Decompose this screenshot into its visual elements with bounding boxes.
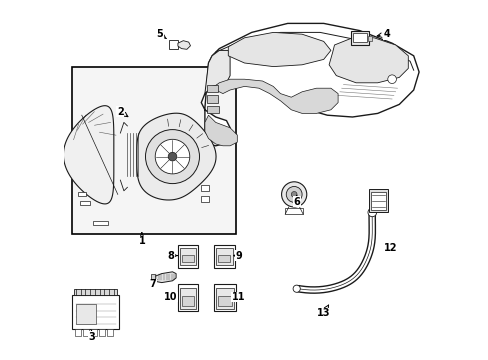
Polygon shape — [137, 113, 216, 200]
Circle shape — [367, 208, 376, 217]
Bar — [177, 245, 198, 268]
Bar — [179, 288, 196, 309]
Text: 9: 9 — [233, 251, 242, 261]
Bar — [93, 221, 107, 225]
Bar — [368, 189, 387, 212]
Text: 7: 7 — [149, 279, 157, 289]
Polygon shape — [212, 79, 337, 113]
Bar — [213, 245, 234, 268]
Text: 3: 3 — [88, 330, 95, 342]
Bar — [285, 208, 303, 214]
Bar — [74, 289, 117, 295]
Polygon shape — [228, 32, 330, 67]
Bar — [75, 329, 81, 336]
Bar — [206, 106, 219, 113]
Bar — [177, 284, 198, 311]
Circle shape — [155, 139, 189, 174]
Bar — [206, 85, 217, 92]
Bar — [201, 196, 208, 202]
Polygon shape — [152, 272, 176, 283]
Text: 4: 4 — [376, 29, 389, 39]
Text: 1: 1 — [138, 233, 145, 246]
Bar — [367, 36, 371, 41]
Text: 11: 11 — [231, 292, 244, 302]
Text: 2: 2 — [117, 107, 128, 117]
Bar — [216, 248, 232, 265]
Bar — [151, 274, 155, 282]
Bar — [99, 329, 105, 336]
Bar — [216, 288, 234, 309]
Text: 12: 12 — [383, 243, 396, 253]
Bar — [201, 185, 208, 191]
Text: 10: 10 — [163, 292, 177, 302]
Circle shape — [292, 285, 300, 292]
Circle shape — [168, 152, 177, 161]
Bar — [83, 329, 89, 336]
Text: 8: 8 — [167, 251, 177, 261]
Bar — [350, 31, 368, 45]
Bar — [76, 304, 96, 324]
Bar — [182, 255, 194, 262]
Polygon shape — [204, 115, 237, 146]
Polygon shape — [201, 23, 418, 146]
Text: 13: 13 — [316, 305, 330, 318]
Bar — [72, 295, 119, 329]
Circle shape — [145, 130, 199, 184]
Circle shape — [291, 192, 296, 197]
Bar — [206, 95, 217, 103]
Text: 5: 5 — [156, 29, 166, 39]
Bar — [179, 248, 196, 265]
Bar — [107, 329, 113, 336]
Bar — [218, 296, 231, 306]
Bar — [213, 284, 236, 311]
Text: 6: 6 — [293, 195, 300, 207]
Bar — [80, 201, 89, 205]
Polygon shape — [178, 41, 190, 49]
Bar — [352, 33, 366, 42]
Circle shape — [387, 75, 396, 84]
Bar — [78, 192, 86, 196]
Bar — [370, 192, 386, 210]
Polygon shape — [328, 38, 407, 83]
Circle shape — [285, 186, 302, 202]
Bar — [218, 255, 230, 262]
Polygon shape — [63, 106, 114, 204]
Polygon shape — [204, 50, 230, 94]
Bar — [182, 296, 194, 306]
Circle shape — [281, 182, 306, 207]
Bar — [91, 329, 97, 336]
Bar — [72, 67, 235, 234]
Bar — [168, 40, 178, 49]
